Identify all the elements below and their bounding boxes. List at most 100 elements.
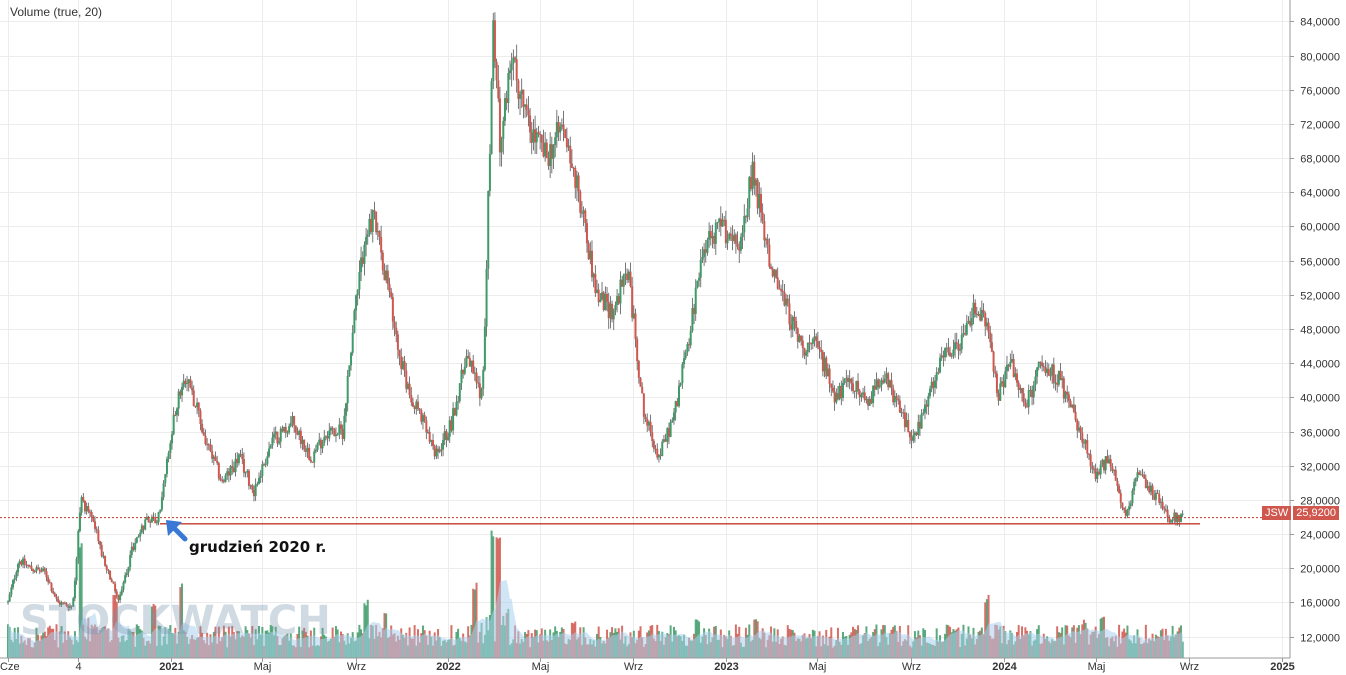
candle-body (341, 429, 344, 439)
candle-body (1156, 492, 1159, 494)
candle-body (935, 372, 938, 381)
candle-body (771, 268, 774, 277)
candle-body (170, 434, 173, 444)
candle-body (334, 434, 337, 437)
candle-body (636, 339, 639, 362)
candle-body (149, 522, 152, 524)
candle-body (780, 288, 783, 291)
candle-body (689, 330, 692, 346)
candle-body (1149, 485, 1152, 493)
candle-body (140, 525, 143, 533)
candle-body (135, 537, 138, 543)
candle-body (768, 244, 771, 267)
candle-body (798, 335, 801, 342)
chart-overlays (0, 517, 1290, 542)
y-tick-label: 48,0000 (1300, 325, 1340, 337)
candle-body (329, 427, 332, 431)
volume-bar (80, 543, 83, 658)
x-tick-label: 2022 (436, 661, 460, 673)
candle-body (1064, 391, 1067, 399)
candle-body (843, 378, 846, 384)
candle-body (542, 142, 545, 157)
candle-body (1141, 474, 1144, 476)
candle-body (990, 342, 993, 352)
candle-body (242, 458, 245, 473)
volume-moving-average (8, 580, 1183, 658)
candle-body (972, 302, 975, 319)
candle-body (150, 516, 153, 523)
candle-body (535, 132, 538, 143)
y-tick-label: 72,0000 (1300, 120, 1340, 132)
candle-body (589, 250, 592, 260)
volume-indicator-label[interactable]: Volume (true, 20) (10, 5, 103, 19)
candle-body (234, 458, 237, 473)
y-tick-label: 24,0000 (1300, 530, 1340, 542)
candle-body (279, 428, 282, 442)
candle-body (1181, 513, 1184, 515)
candle-body (838, 385, 841, 400)
candle-body (403, 361, 406, 371)
candle-body (892, 388, 895, 403)
candle-body (406, 383, 409, 389)
candle-body (423, 415, 426, 421)
candle-body (100, 544, 103, 557)
candle-body (211, 451, 214, 459)
candle-body (942, 355, 945, 358)
candle-body (693, 307, 696, 314)
candle-body (1096, 471, 1099, 479)
candle-body (726, 239, 729, 244)
candle-body (522, 89, 525, 107)
candle-body (985, 322, 988, 327)
candle-body (944, 348, 947, 358)
candle-body (853, 390, 856, 392)
candle-body (790, 324, 793, 330)
candle-body (222, 480, 225, 482)
candle-body (962, 333, 965, 335)
candle-body (401, 361, 404, 369)
candle-body (875, 379, 878, 390)
candle-body (385, 270, 388, 281)
candle-body (191, 387, 194, 391)
candle-body (445, 431, 448, 440)
candle-body (110, 579, 113, 583)
candle-body (754, 179, 757, 186)
candle-body (793, 316, 796, 322)
candle-body (263, 464, 266, 466)
candle-body (85, 506, 88, 512)
candle-body (885, 373, 888, 379)
candle-body (480, 388, 483, 399)
candle-body (346, 375, 349, 404)
candle-body (1004, 371, 1007, 388)
candle-body (261, 464, 264, 477)
candle-body (711, 236, 714, 239)
candle-body (32, 569, 35, 572)
candle-body (562, 124, 565, 130)
price-axis[interactable]: 12,0000 16,0000 20,0000 24,0000 28,0000 32,00… (1289, 0, 1340, 658)
candle-body (127, 567, 130, 573)
candle-body (438, 449, 441, 452)
candle-body (293, 416, 296, 426)
price-candles (7, 12, 1184, 612)
candle-body (311, 461, 314, 463)
candle-body (908, 432, 911, 438)
candle-body (939, 357, 942, 373)
candle-body (918, 421, 921, 429)
candle-body (53, 593, 56, 597)
candle-body (433, 445, 436, 457)
candle-body (765, 239, 768, 241)
candle-body (649, 421, 652, 433)
candle-body (52, 590, 55, 594)
time-axis[interactable]: Cze 4 2021 Maj Wrz 2022 Maj Wrz 2023 Maj Wrz 2024 Ma… (0, 657, 1295, 673)
candle-body (731, 235, 734, 242)
candle-body (257, 478, 260, 484)
candle-body (22, 558, 25, 565)
candle-body (749, 177, 752, 189)
candle-body (739, 237, 742, 251)
candle-body (1007, 364, 1010, 367)
candle-body (763, 221, 766, 241)
candle-body (1074, 411, 1077, 421)
candle-body (617, 296, 620, 304)
volume-bar (490, 530, 493, 658)
candle-body (468, 358, 471, 367)
candle-body (88, 511, 91, 513)
